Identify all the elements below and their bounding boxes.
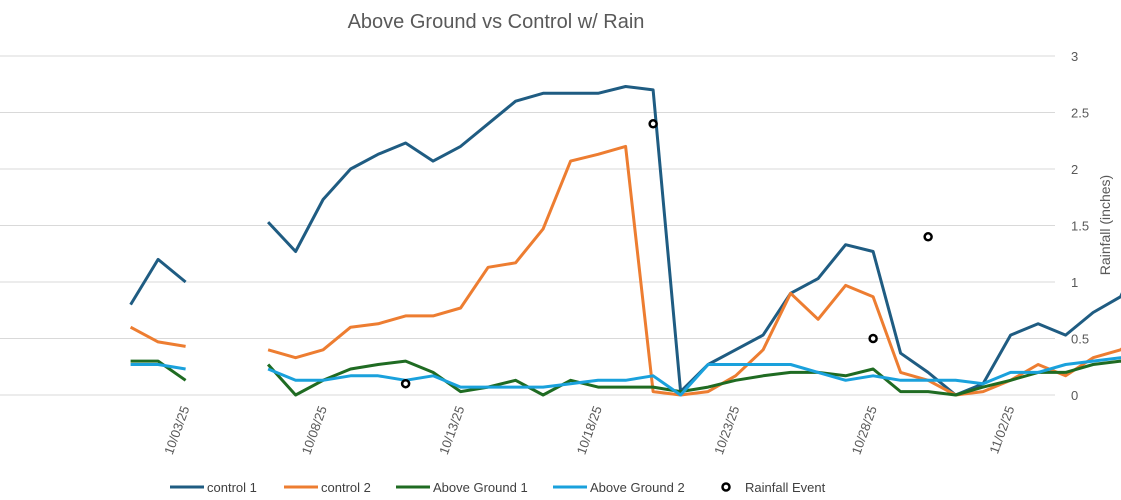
x-tick-label: 10/03/25: [161, 404, 192, 457]
x-tick-label: 10/08/25: [299, 404, 330, 457]
legend-swatch: [721, 482, 731, 492]
legend-item[interactable]: Above Ground 2: [553, 480, 685, 495]
rainfall-markers: [400, 119, 933, 389]
legend-item[interactable]: control 1: [170, 480, 257, 495]
series-line-control-1: [129, 85, 1121, 397]
y-tick-label: 0.5: [1071, 332, 1089, 347]
x-tick-label: 11/02/25: [986, 404, 1017, 456]
legend-item[interactable]: control 2: [284, 480, 371, 495]
y-tick-label: 2: [1071, 162, 1078, 177]
series-line-above-ground-1: [130, 359, 1121, 397]
rainfall-event-point: [923, 232, 933, 242]
gridlines: [0, 55, 1055, 396]
y-axis-label: Rainfall (inches): [1097, 175, 1113, 275]
y-tick-label: 2.5: [1071, 106, 1089, 121]
legend-label: control 1: [207, 480, 257, 495]
series-line-control-2: [129, 144, 1121, 397]
legend-label: Above Ground 1: [433, 480, 528, 495]
rainfall-event-point: [648, 119, 658, 129]
x-axis-ticks: 10/03/25 10/08/25 10/13/25 10/18/25 10/23/25…: [161, 404, 1017, 457]
x-tick-label: 10/23/25: [711, 404, 742, 457]
chart-title: Above Ground vs Control w/ Rain: [348, 11, 645, 33]
y-tick-label: 3: [1071, 49, 1078, 64]
x-tick-label: 10/13/25: [436, 404, 467, 457]
legend-label: Above Ground 2: [590, 480, 685, 495]
series-line-above-ground-2: [130, 356, 1121, 397]
y-tick-label: 0: [1071, 388, 1078, 403]
x-tick-label: 10/18/25: [574, 404, 605, 457]
series-lines: [129, 85, 1121, 397]
y-axis-ticks: 0 0.5 1 1.5 2 2.5 3: [1071, 49, 1089, 403]
x-tick-label: 10/28/25: [849, 404, 880, 457]
y-tick-label: 1: [1071, 275, 1078, 290]
y-tick-label: 1.5: [1071, 219, 1089, 234]
rainfall-event-point: [400, 378, 411, 389]
legend-item[interactable]: Rainfall Event: [721, 480, 826, 495]
legend[interactable]: control 1 control 2 Above Ground 1 Above Gr…: [170, 480, 826, 495]
legend-item[interactable]: Above Ground 1: [396, 480, 528, 495]
legend-label: control 2: [321, 480, 371, 495]
rainfall-event-point: [868, 333, 878, 344]
legend-label: Rainfall Event: [745, 480, 826, 495]
